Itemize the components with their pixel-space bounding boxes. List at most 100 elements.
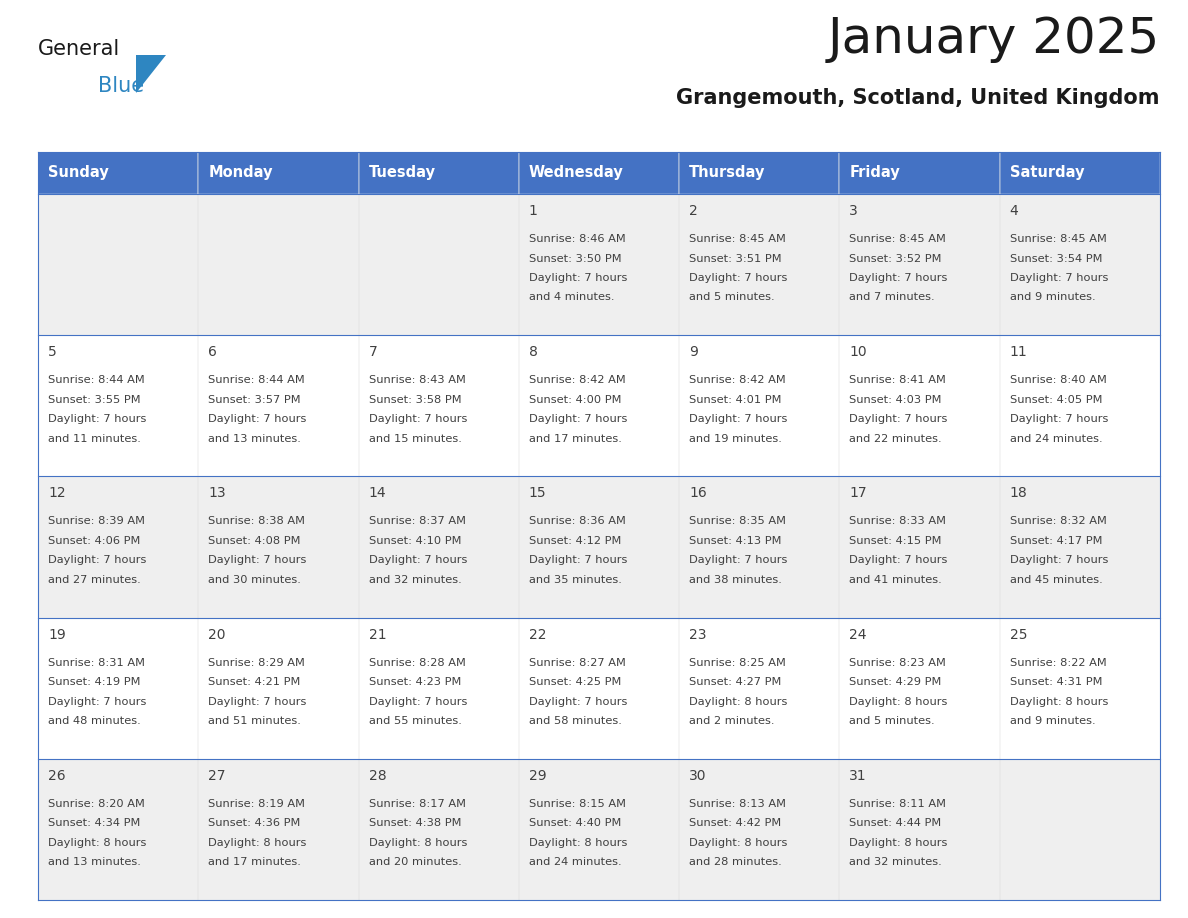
- Text: 16: 16: [689, 487, 707, 500]
- Text: 3: 3: [849, 204, 858, 218]
- Bar: [1000, 152, 1159, 194]
- Text: Sunset: 4:08 PM: Sunset: 4:08 PM: [208, 536, 301, 546]
- Text: 28: 28: [368, 768, 386, 783]
- Bar: [359, 759, 519, 900]
- Text: and 19 minutes.: and 19 minutes.: [689, 433, 782, 443]
- Bar: [38, 335, 198, 476]
- Bar: [840, 194, 1000, 335]
- Text: and 9 minutes.: and 9 minutes.: [1010, 293, 1095, 303]
- Text: and 4 minutes.: and 4 minutes.: [529, 293, 614, 303]
- Text: and 17 minutes.: and 17 minutes.: [529, 433, 621, 443]
- Text: Daylight: 7 hours: Daylight: 7 hours: [48, 414, 146, 424]
- Bar: [1000, 618, 1159, 759]
- Bar: [359, 152, 519, 194]
- Bar: [38, 759, 198, 900]
- Text: Sunrise: 8:13 AM: Sunrise: 8:13 AM: [689, 799, 786, 809]
- Text: Sunset: 4:44 PM: Sunset: 4:44 PM: [849, 818, 942, 828]
- Text: and 30 minutes.: and 30 minutes.: [208, 575, 302, 585]
- Text: Daylight: 8 hours: Daylight: 8 hours: [689, 697, 788, 707]
- Text: Sunrise: 8:20 AM: Sunrise: 8:20 AM: [48, 799, 145, 809]
- Text: Sunrise: 8:29 AM: Sunrise: 8:29 AM: [208, 657, 305, 667]
- Text: Sunrise: 8:15 AM: Sunrise: 8:15 AM: [529, 799, 626, 809]
- Text: Sunset: 3:51 PM: Sunset: 3:51 PM: [689, 253, 782, 263]
- Text: Sunrise: 8:36 AM: Sunrise: 8:36 AM: [529, 517, 626, 526]
- Text: 12: 12: [48, 487, 65, 500]
- Text: Sunrise: 8:11 AM: Sunrise: 8:11 AM: [849, 799, 947, 809]
- Text: and 28 minutes.: and 28 minutes.: [689, 857, 782, 868]
- Text: and 24 minutes.: and 24 minutes.: [1010, 433, 1102, 443]
- Text: Wednesday: Wednesday: [529, 165, 624, 181]
- Bar: [38, 618, 198, 759]
- Bar: [198, 476, 359, 618]
- Text: 22: 22: [529, 628, 546, 642]
- Text: Sunrise: 8:38 AM: Sunrise: 8:38 AM: [208, 517, 305, 526]
- Text: Grangemouth, Scotland, United Kingdom: Grangemouth, Scotland, United Kingdom: [676, 88, 1159, 108]
- Text: Sunrise: 8:22 AM: Sunrise: 8:22 AM: [1010, 657, 1106, 667]
- Text: and 13 minutes.: and 13 minutes.: [48, 857, 141, 868]
- Text: 24: 24: [849, 628, 867, 642]
- Text: 30: 30: [689, 768, 707, 783]
- Bar: [840, 476, 1000, 618]
- Bar: [519, 759, 680, 900]
- Text: 7: 7: [368, 345, 378, 359]
- Text: and 45 minutes.: and 45 minutes.: [1010, 575, 1102, 585]
- Text: 13: 13: [208, 487, 226, 500]
- Text: Sunrise: 8:37 AM: Sunrise: 8:37 AM: [368, 517, 466, 526]
- Text: Daylight: 7 hours: Daylight: 7 hours: [208, 697, 307, 707]
- Text: 15: 15: [529, 487, 546, 500]
- Text: Sunset: 4:31 PM: Sunset: 4:31 PM: [1010, 677, 1102, 687]
- Text: and 15 minutes.: and 15 minutes.: [368, 433, 461, 443]
- Text: Sunrise: 8:33 AM: Sunrise: 8:33 AM: [849, 517, 947, 526]
- Text: Daylight: 7 hours: Daylight: 7 hours: [849, 555, 948, 565]
- Bar: [198, 759, 359, 900]
- Text: Sunset: 4:27 PM: Sunset: 4:27 PM: [689, 677, 782, 687]
- Text: Sunrise: 8:39 AM: Sunrise: 8:39 AM: [48, 517, 145, 526]
- Text: Friday: Friday: [849, 165, 901, 181]
- Text: Daylight: 8 hours: Daylight: 8 hours: [849, 838, 948, 848]
- Text: Sunset: 4:05 PM: Sunset: 4:05 PM: [1010, 395, 1102, 405]
- Text: Daylight: 8 hours: Daylight: 8 hours: [48, 838, 146, 848]
- Text: and 38 minutes.: and 38 minutes.: [689, 575, 782, 585]
- Text: Sunset: 4:38 PM: Sunset: 4:38 PM: [368, 818, 461, 828]
- Text: Daylight: 7 hours: Daylight: 7 hours: [529, 414, 627, 424]
- Text: and 2 minutes.: and 2 minutes.: [689, 716, 775, 726]
- Text: Sunrise: 8:27 AM: Sunrise: 8:27 AM: [529, 657, 626, 667]
- Bar: [680, 476, 840, 618]
- Text: 17: 17: [849, 487, 867, 500]
- Text: Sunset: 4:36 PM: Sunset: 4:36 PM: [208, 818, 301, 828]
- Text: Daylight: 7 hours: Daylight: 7 hours: [1010, 414, 1108, 424]
- Text: Sunrise: 8:17 AM: Sunrise: 8:17 AM: [368, 799, 466, 809]
- Text: 5: 5: [48, 345, 57, 359]
- Text: Daylight: 7 hours: Daylight: 7 hours: [529, 273, 627, 283]
- Text: Sunset: 3:55 PM: Sunset: 3:55 PM: [48, 395, 140, 405]
- Text: Thursday: Thursday: [689, 165, 765, 181]
- Text: 26: 26: [48, 768, 65, 783]
- Bar: [680, 618, 840, 759]
- Text: 2: 2: [689, 204, 697, 218]
- Bar: [519, 335, 680, 476]
- Text: Sunrise: 8:45 AM: Sunrise: 8:45 AM: [849, 234, 947, 244]
- Bar: [198, 618, 359, 759]
- Text: 18: 18: [1010, 487, 1028, 500]
- Text: Sunset: 4:23 PM: Sunset: 4:23 PM: [368, 677, 461, 687]
- Text: 1: 1: [529, 204, 538, 218]
- Bar: [1000, 194, 1159, 335]
- Text: and 27 minutes.: and 27 minutes.: [48, 575, 140, 585]
- Text: Daylight: 7 hours: Daylight: 7 hours: [849, 414, 948, 424]
- Bar: [359, 476, 519, 618]
- Bar: [680, 194, 840, 335]
- Text: Sunrise: 8:45 AM: Sunrise: 8:45 AM: [1010, 234, 1106, 244]
- Text: Monday: Monday: [208, 165, 273, 181]
- Text: 11: 11: [1010, 345, 1028, 359]
- Bar: [519, 152, 680, 194]
- Text: Daylight: 7 hours: Daylight: 7 hours: [208, 414, 307, 424]
- Text: 21: 21: [368, 628, 386, 642]
- Text: 29: 29: [529, 768, 546, 783]
- Text: 8: 8: [529, 345, 538, 359]
- Text: Daylight: 7 hours: Daylight: 7 hours: [689, 273, 788, 283]
- Text: Sunset: 4:00 PM: Sunset: 4:00 PM: [529, 395, 621, 405]
- Text: Daylight: 7 hours: Daylight: 7 hours: [689, 555, 788, 565]
- Text: Sunrise: 8:41 AM: Sunrise: 8:41 AM: [849, 375, 947, 386]
- Bar: [519, 618, 680, 759]
- Text: Sunset: 4:42 PM: Sunset: 4:42 PM: [689, 818, 782, 828]
